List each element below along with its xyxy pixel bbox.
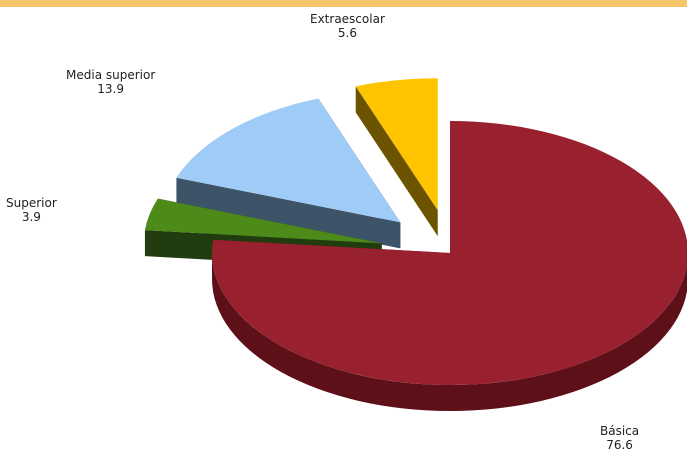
slice-media-superior	[176, 98, 401, 223]
slice-label-media-superior: Media superior 13.9	[66, 68, 155, 96]
slice-wall-media-superior-0	[176, 177, 401, 249]
slice-value-superior: 3.9	[21, 210, 41, 224]
slice-value-basica: 76.6	[606, 438, 633, 452]
slice-name-superior: Superior	[6, 196, 57, 210]
top-accent-bar	[0, 0, 687, 7]
slice-label-extraescolar: Extraescolar 5.6	[310, 12, 385, 40]
slice-superior	[144, 198, 382, 244]
slice-value-media-superior: 13.9	[97, 82, 124, 96]
slice-value-extraescolar: 5.6	[337, 26, 357, 40]
slice-name-media-superior: Media superior	[66, 68, 156, 82]
slice-label-superior: Superior 3.9	[6, 196, 57, 224]
pie-top-faces	[144, 78, 687, 385]
slice-wall-extraescolar-0	[355, 86, 438, 237]
slice-name-extraescolar: Extraescolar	[310, 12, 385, 26]
slice-name-basica: Básica	[600, 424, 640, 438]
slice-basica	[212, 121, 687, 385]
slice-extraescolar	[355, 78, 438, 211]
slice-label-basica: Básica 76.6	[600, 424, 639, 452]
slice-side-basica	[212, 253, 687, 411]
